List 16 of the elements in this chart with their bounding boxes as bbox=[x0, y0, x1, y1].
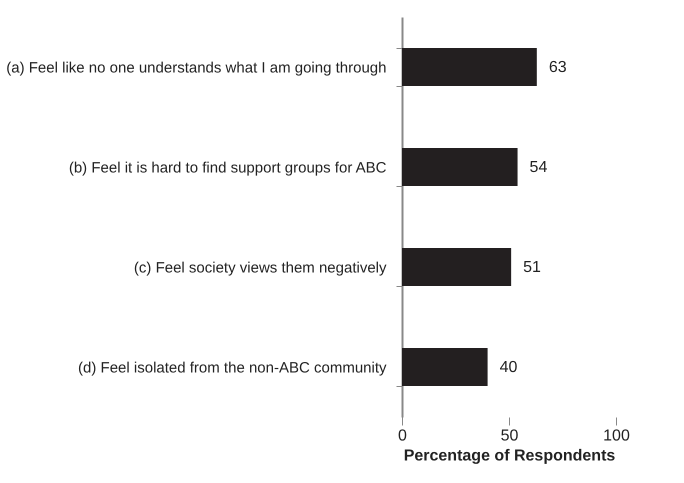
data-label: 54 bbox=[530, 159, 548, 176]
bar bbox=[402, 148, 518, 186]
data-label: 63 bbox=[548, 59, 567, 76]
data-label: 51 bbox=[523, 259, 542, 276]
x-tick-label: 100 bbox=[603, 428, 630, 444]
y-tick-label: (c) Feel society views them negatively bbox=[134, 260, 387, 276]
bar bbox=[402, 248, 512, 286]
data-label: 40 bbox=[500, 359, 518, 376]
bar bbox=[402, 48, 537, 86]
x-tick-label: 50 bbox=[500, 428, 518, 444]
y-tick-label: (a) Feel like no one understands what I am going through bbox=[6, 60, 386, 76]
y-tick-label: (b) Feel it is hard to find support groups for ABC bbox=[68, 160, 387, 176]
x-tick-label: 0 bbox=[398, 428, 408, 444]
x-axis-title: Percentage of Respondents bbox=[404, 448, 616, 464]
y-tick-label: (d) Feel isolated from the non-ABC community bbox=[78, 360, 387, 376]
bar bbox=[402, 348, 488, 386]
